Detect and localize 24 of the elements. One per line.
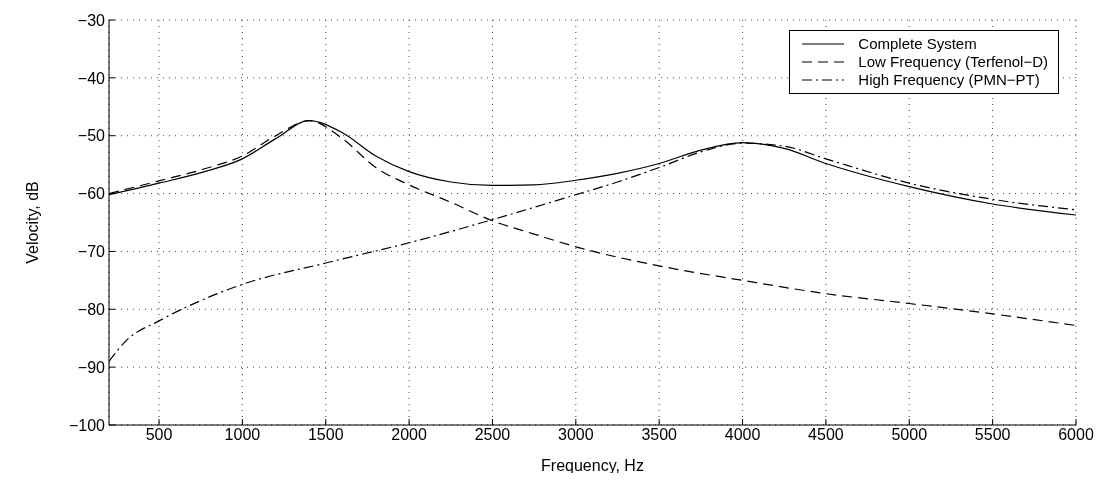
y-tick-label: −40 — [77, 69, 106, 87]
x-tick-label: 5500 — [974, 426, 1011, 444]
y-tick-label: −30 — [77, 11, 106, 29]
legend-label: Complete System — [858, 35, 977, 53]
x-tick-label: 3000 — [558, 426, 594, 444]
y-tick-label: −50 — [77, 127, 106, 145]
x-tick-label: 1000 — [224, 426, 261, 444]
x-tick-label: 3500 — [641, 426, 678, 444]
x-tick-label: 4000 — [724, 426, 761, 444]
y-tick-label: −100 — [68, 416, 106, 434]
legend-label: Low Frequency (Terfenol−D) — [858, 53, 1048, 71]
y-tick-label: −80 — [77, 300, 106, 318]
x-tick-label: 2000 — [391, 426, 427, 444]
x-tick-label: 1500 — [307, 426, 344, 444]
y-tick-label: −60 — [77, 185, 106, 203]
x-tick-label: 4500 — [808, 426, 844, 444]
x-tick-label: 6000 — [1058, 426, 1094, 444]
y-axis-title: Velocity, dB — [23, 181, 41, 264]
x-tick-label: 2500 — [474, 426, 511, 444]
y-tick-label: −90 — [77, 358, 106, 376]
legend-label: High Frequency (PMN−PT) — [858, 71, 1040, 89]
x-tick-label: 500 — [145, 426, 173, 444]
y-tick-label: −70 — [77, 243, 106, 261]
x-tick-label: 5000 — [891, 426, 928, 444]
